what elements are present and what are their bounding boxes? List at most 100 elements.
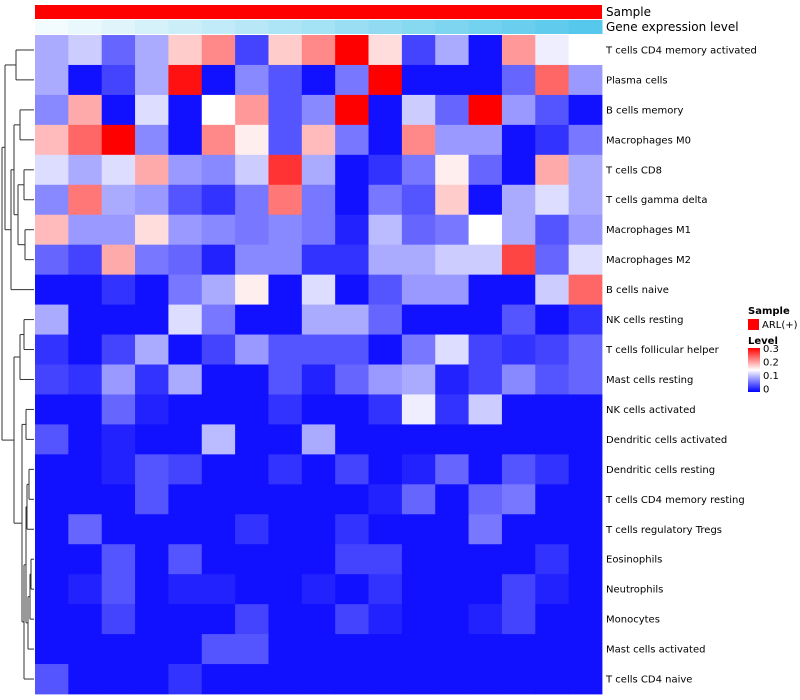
heatmap-cell <box>268 634 303 665</box>
heatmap-cell <box>335 364 369 395</box>
heatmap-cell <box>168 94 203 126</box>
heatmap-cell <box>35 214 69 246</box>
heatmap-cell <box>235 664 269 695</box>
heatmap-cell <box>201 214 236 246</box>
heatmap-cell <box>68 424 103 455</box>
row-dendrogram <box>1 49 34 680</box>
heatmap-cell <box>168 244 203 276</box>
heatmap-cell <box>401 364 436 395</box>
heatmap-cell <box>235 124 269 156</box>
heatmap-cell <box>368 304 403 335</box>
heatmap-cell <box>468 94 503 126</box>
heatmap-cell <box>468 274 503 305</box>
heatmap-cell <box>235 184 269 216</box>
heatmap-cell <box>401 214 436 246</box>
heatmap-cell <box>268 94 303 126</box>
heatmap-cell <box>268 64 303 96</box>
heatmap-cell <box>368 334 403 365</box>
heatmap-cell <box>401 604 436 635</box>
heatmap-cell <box>68 304 103 335</box>
heatmap-cell <box>535 244 570 276</box>
heatmap-cell <box>501 274 536 305</box>
sample-legend-title: Sample <box>748 306 790 317</box>
heatmap-cell <box>435 304 469 335</box>
heatmap-cell <box>135 634 169 665</box>
row-label: Macrophages M2 <box>606 255 691 266</box>
heatmap-cell <box>301 574 336 605</box>
heatmap-cell <box>568 304 603 335</box>
heatmap-cell <box>135 274 169 305</box>
level-legend-title: Level <box>748 336 778 347</box>
heatmap-cell <box>268 214 303 246</box>
heatmap-cell <box>168 454 203 485</box>
heatmap-cell <box>568 604 603 635</box>
heatmap-cell <box>368 124 403 156</box>
heatmap-cell <box>135 394 169 425</box>
heatmap-cell <box>301 184 336 216</box>
heatmap-cell <box>135 214 169 246</box>
heatmap-cell <box>68 35 103 66</box>
heatmap-cell <box>268 514 303 545</box>
heatmap-cell <box>101 514 136 545</box>
heatmap-cell <box>235 304 269 335</box>
heatmap-cell <box>135 154 169 186</box>
heatmap-cell <box>401 334 436 365</box>
heatmap-cell <box>335 484 369 515</box>
heatmap-cell <box>501 214 536 246</box>
heatmap-cell <box>235 64 269 96</box>
heatmap-cell <box>101 604 136 635</box>
heatmap-cell <box>68 64 103 96</box>
heatmap-cell <box>368 634 403 665</box>
heatmap-cell <box>368 544 403 575</box>
heatmap-cell <box>68 664 103 695</box>
heatmap-cell <box>301 35 336 66</box>
heatmap-cell <box>335 35 369 66</box>
heatmap-cell <box>435 634 469 665</box>
expression-annotation-cell <box>501 20 536 34</box>
heatmap-cell <box>468 634 503 665</box>
heatmap-cell <box>468 364 503 395</box>
heatmap-cell <box>401 35 436 66</box>
heatmap-cell <box>168 334 203 365</box>
heatmap-cell <box>568 274 603 305</box>
heatmap-cell <box>501 304 536 335</box>
heatmap-cell <box>435 214 469 246</box>
heatmap-cell <box>435 274 469 305</box>
expression-annotation-cell <box>168 20 203 34</box>
heatmap-cell <box>401 424 436 455</box>
heatmap-cell <box>535 35 570 66</box>
heatmap-cell <box>68 364 103 395</box>
heatmap-cell <box>235 634 269 665</box>
heatmap-cell <box>201 364 236 395</box>
heatmap-cell <box>535 514 570 545</box>
heatmap-cell <box>401 124 436 156</box>
heatmap-cell <box>268 334 303 365</box>
heatmap-cell <box>268 184 303 216</box>
heatmap-cell <box>268 424 303 455</box>
heatmap-cell <box>468 664 503 695</box>
heatmap-cell <box>68 244 103 276</box>
heatmap-cell <box>435 35 469 66</box>
heatmap-cell <box>335 514 369 545</box>
heatmap-cell <box>268 604 303 635</box>
heatmap-cell <box>35 484 69 515</box>
heatmap-cell <box>168 604 203 635</box>
heatmap-cell <box>401 574 436 605</box>
heatmap-cell <box>535 64 570 96</box>
heatmap-cell <box>68 634 103 665</box>
heatmap-cell <box>201 574 236 605</box>
heatmap-cell <box>268 484 303 515</box>
heatmap-cell <box>101 394 136 425</box>
heatmap-cell <box>368 364 403 395</box>
heatmap-cell <box>435 94 469 126</box>
heatmap-cell <box>201 544 236 575</box>
heatmap-cell <box>468 64 503 96</box>
heatmap-cell <box>201 64 236 96</box>
heatmap-cell <box>535 574 570 605</box>
heatmap-cell <box>101 484 136 515</box>
row-label: Macrophages M0 <box>606 135 691 146</box>
expression-annotation-cell <box>568 20 603 34</box>
heatmap-cell <box>201 154 236 186</box>
heatmap-cell <box>101 634 136 665</box>
heatmap-cell <box>435 544 469 575</box>
